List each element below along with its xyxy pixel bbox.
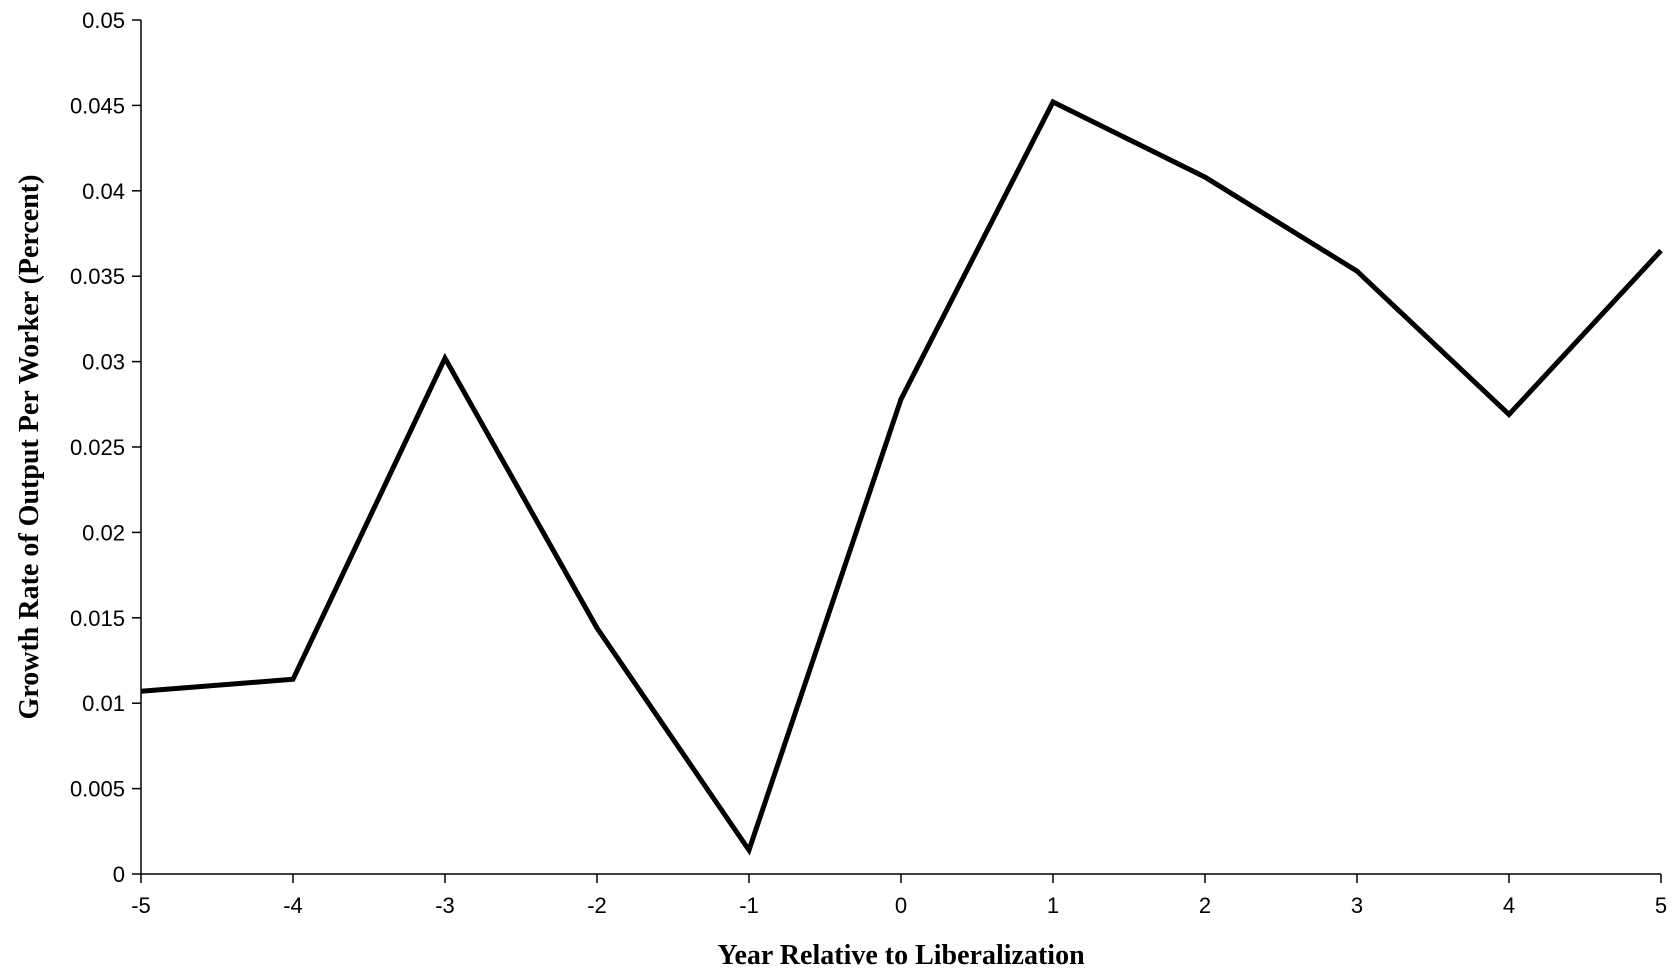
x-tick-label: 4 [1503,893,1515,918]
x-tick-label: 0 [895,893,907,918]
y-tick-label: 0.04 [82,179,125,204]
x-tick-label: 5 [1655,893,1667,918]
y-tick-label: 0.02 [82,520,125,545]
x-tick-label: -2 [587,893,607,918]
y-axis-title: Growth Rate of Output Per Worker (Percen… [14,175,45,720]
x-axis-title: Year Relative to Liberalization [717,940,1085,971]
y-tick-label: 0.01 [82,691,125,716]
y-axis-ticks: 0 0.005 0.01 0.015 0.02 0.025 0.03 0.035 0.04 0.0… [70,8,141,887]
y-tick-label: 0.03 [82,350,125,375]
x-tick-label: 1 [1047,893,1059,918]
x-tick-label: 2 [1199,893,1211,918]
y-tick-label: 0.025 [70,435,125,460]
y-tick-label: 0.005 [70,777,125,802]
x-tick-label: -4 [283,893,303,918]
y-tick-label: 0.045 [70,93,125,118]
y-tick-label: 0.035 [70,264,125,289]
y-tick-label: 0.015 [70,606,125,631]
x-tick-label: -3 [435,893,455,918]
y-tick-label: 0.05 [82,8,125,33]
y-tick-label: 0 [113,862,125,887]
x-axis-ticks: -5 -4 -3 -2 -1 0 1 2 3 4 5 [131,874,1667,918]
x-tick-label: -1 [739,893,759,918]
x-tick-label: 3 [1351,893,1363,918]
series-line [140,98,1663,856]
x-tick-label: -5 [131,893,151,918]
